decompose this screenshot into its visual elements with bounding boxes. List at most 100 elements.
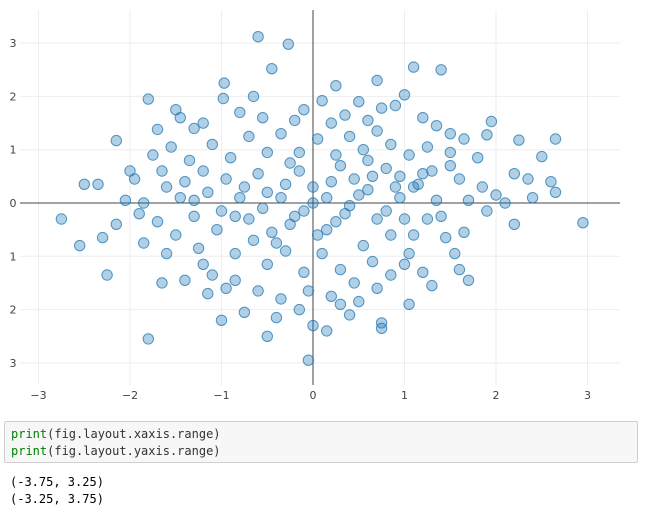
data-point bbox=[348, 277, 360, 289]
data-point bbox=[403, 247, 415, 260]
data-point bbox=[289, 210, 301, 223]
data-point bbox=[385, 229, 397, 241]
data-point bbox=[218, 77, 230, 89]
y-tick-label: 1 bbox=[10, 144, 17, 157]
data-point bbox=[522, 173, 534, 185]
data-point bbox=[261, 146, 273, 159]
data-point bbox=[380, 162, 392, 175]
code-fn: print bbox=[11, 427, 48, 441]
data-point bbox=[293, 303, 305, 316]
data-point bbox=[430, 194, 443, 207]
x-tick-label: 1 bbox=[401, 389, 408, 402]
data-point bbox=[96, 231, 109, 244]
data-point bbox=[325, 290, 337, 302]
data-point bbox=[366, 170, 379, 183]
data-point bbox=[417, 266, 429, 278]
data-point bbox=[138, 197, 150, 209]
y-tick-label: 3 bbox=[10, 37, 17, 50]
y-tick-label: 2 bbox=[10, 90, 17, 103]
data-point bbox=[462, 194, 475, 207]
data-point bbox=[206, 269, 219, 281]
data-point bbox=[220, 282, 232, 294]
data-point bbox=[275, 128, 287, 140]
data-point bbox=[371, 282, 383, 294]
data-point bbox=[302, 285, 315, 297]
data-points bbox=[55, 31, 589, 366]
data-point bbox=[275, 192, 287, 204]
data-point bbox=[444, 146, 456, 159]
data-point bbox=[275, 293, 287, 305]
data-point bbox=[202, 186, 214, 199]
data-point bbox=[362, 184, 374, 196]
output-line-1: (-3.75, 3.25) bbox=[10, 475, 104, 489]
data-point bbox=[353, 189, 365, 201]
data-point bbox=[371, 125, 383, 137]
code-arg: (fig.layout.yaxis.range) bbox=[47, 444, 221, 458]
data-point bbox=[458, 133, 470, 145]
data-point bbox=[224, 152, 237, 164]
data-point bbox=[348, 173, 360, 185]
data-point bbox=[394, 192, 406, 204]
data-point bbox=[316, 247, 328, 260]
code-line-2: print(fig.layout.yaxis.range) bbox=[11, 443, 637, 460]
y-tick-label: 2 bbox=[10, 304, 17, 317]
data-point bbox=[366, 255, 379, 268]
x-tick-label: −3 bbox=[30, 389, 46, 402]
data-point bbox=[440, 231, 452, 244]
data-point bbox=[330, 80, 342, 92]
data-point bbox=[453, 173, 466, 185]
data-point bbox=[357, 144, 369, 156]
data-point bbox=[174, 192, 187, 204]
y-tick-label: 0 bbox=[10, 197, 17, 210]
x-tick-label: −2 bbox=[122, 389, 138, 402]
data-point bbox=[462, 274, 475, 286]
data-point bbox=[220, 173, 232, 185]
data-point bbox=[302, 354, 315, 366]
data-point bbox=[398, 213, 411, 225]
data-point bbox=[407, 61, 420, 73]
data-point bbox=[55, 213, 68, 225]
data-point bbox=[453, 263, 466, 276]
data-point bbox=[316, 95, 328, 107]
y-tick-label: 3 bbox=[10, 357, 17, 370]
data-point bbox=[353, 96, 365, 108]
data-point bbox=[257, 202, 269, 215]
data-point bbox=[215, 205, 228, 217]
data-point bbox=[211, 224, 223, 236]
data-point bbox=[238, 306, 251, 318]
code-line-1: print(fig.layout.xaxis.range) bbox=[11, 426, 637, 443]
data-point bbox=[279, 178, 292, 191]
data-point bbox=[430, 120, 443, 132]
plot-area bbox=[20, 10, 620, 385]
data-point bbox=[403, 149, 415, 161]
data-point bbox=[375, 102, 388, 114]
data-point bbox=[215, 314, 228, 326]
data-point bbox=[170, 229, 182, 241]
data-point bbox=[252, 285, 264, 297]
data-point bbox=[545, 176, 557, 188]
data-point bbox=[179, 274, 191, 286]
data-point bbox=[282, 38, 294, 50]
data-point bbox=[339, 109, 351, 121]
data-point bbox=[229, 274, 241, 286]
data-point bbox=[133, 208, 145, 220]
data-point bbox=[394, 170, 406, 183]
data-point bbox=[217, 92, 230, 105]
output-line-2: (-3.25, 3.75) bbox=[10, 492, 104, 506]
data-point bbox=[234, 192, 246, 204]
data-point bbox=[321, 224, 333, 236]
data-point bbox=[298, 104, 310, 116]
data-point bbox=[293, 165, 305, 177]
data-point bbox=[472, 152, 484, 164]
data-point bbox=[458, 226, 470, 239]
data-point bbox=[142, 333, 155, 345]
data-point bbox=[188, 122, 200, 135]
data-point bbox=[257, 112, 269, 124]
data-point bbox=[197, 165, 209, 177]
data-point bbox=[334, 160, 347, 172]
scatter-plot: −3 −2 −1 0 1 2 3 3 2 1 0 1 2 3 bbox=[10, 10, 620, 402]
code-cell[interactable]: print(fig.layout.xaxis.range) print(fig.… bbox=[4, 421, 638, 463]
data-point bbox=[334, 263, 347, 276]
data-point bbox=[110, 218, 123, 231]
data-point bbox=[229, 210, 241, 223]
